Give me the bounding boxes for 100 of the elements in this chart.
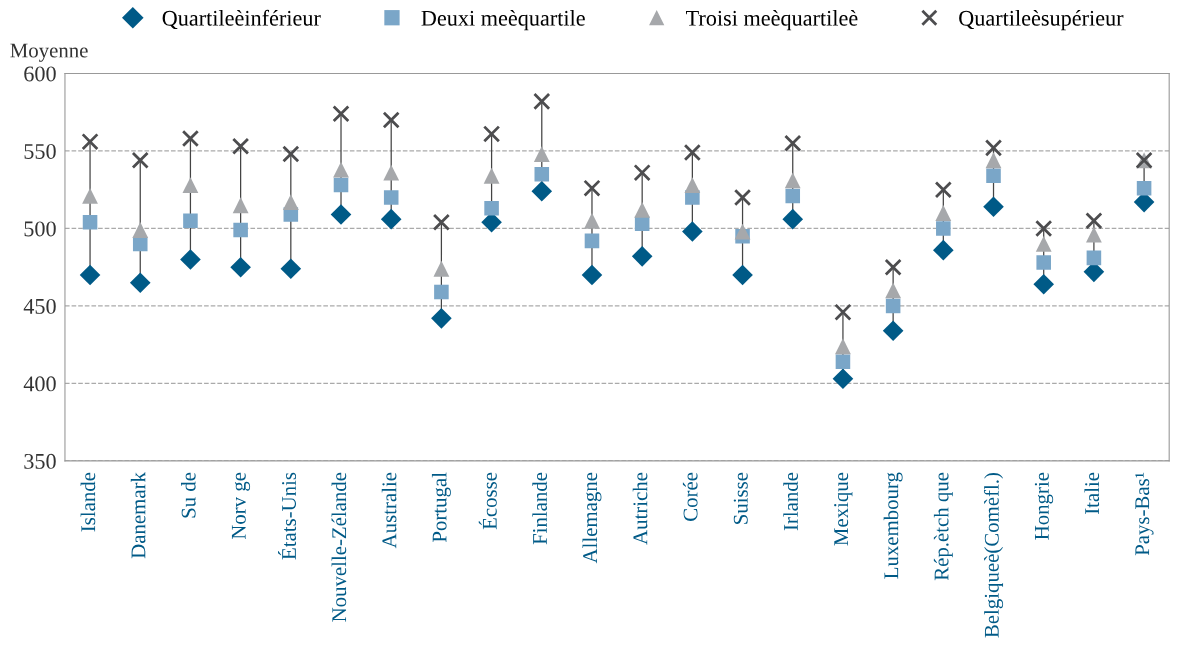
x-tick-label: Allemagne <box>582 472 602 564</box>
point <box>784 134 802 152</box>
x-tick-label: Autriche <box>632 472 648 545</box>
x-tick-label: Italie <box>1084 472 1100 515</box>
x-tick-label: Rép.ètch que <box>933 472 953 581</box>
point <box>882 320 904 342</box>
point <box>933 239 954 261</box>
point <box>1036 255 1051 270</box>
point <box>181 129 200 148</box>
point <box>584 212 600 229</box>
y-tick-label: 400 <box>23 376 56 392</box>
point <box>581 264 603 286</box>
point <box>332 105 350 123</box>
point <box>682 221 703 242</box>
point <box>383 190 399 205</box>
legend-label: Quartileèsupérieur <box>959 10 1124 31</box>
y-tick-label: 450 <box>23 298 56 314</box>
point <box>182 177 199 193</box>
point <box>834 303 852 321</box>
point <box>233 222 248 238</box>
point <box>885 298 901 314</box>
point <box>985 152 1002 169</box>
point <box>1033 273 1055 295</box>
point <box>884 258 902 276</box>
point <box>132 236 148 252</box>
point <box>986 168 1001 184</box>
point <box>984 139 1003 157</box>
legend-label: Quartileèinférieur <box>162 9 321 30</box>
point <box>936 221 951 236</box>
point <box>79 264 101 286</box>
point <box>282 194 299 211</box>
point <box>732 264 753 286</box>
point <box>1085 226 1102 243</box>
x-tick-label: Islande <box>80 472 96 532</box>
point <box>81 133 99 151</box>
legend-label: Troisi meèquartileè <box>686 10 858 31</box>
point <box>230 256 251 278</box>
x-tick-label: Corée <box>682 472 698 521</box>
point <box>483 167 500 184</box>
y-tick-label: 550 <box>24 143 56 159</box>
point <box>280 258 302 280</box>
point <box>734 223 751 240</box>
point <box>131 151 149 169</box>
point <box>683 143 702 162</box>
point <box>1085 212 1103 230</box>
x-tick-label: Norv ge <box>231 472 251 540</box>
point <box>432 213 451 231</box>
point <box>631 246 653 267</box>
point <box>835 338 851 355</box>
x-tick-label: Mexique <box>834 472 853 546</box>
point <box>634 201 651 218</box>
point <box>782 208 804 230</box>
legend-label: Deuxi meèquartile <box>421 10 585 31</box>
point <box>1035 236 1052 252</box>
x-tick-label: Danemark <box>130 472 146 559</box>
point <box>983 196 1004 218</box>
point <box>484 201 499 216</box>
point <box>231 137 250 155</box>
x-tick-label: Irlande <box>783 472 798 531</box>
point <box>380 208 402 230</box>
point <box>633 163 651 182</box>
point <box>935 205 952 221</box>
point <box>382 111 400 129</box>
x-tick-label: Suisse <box>733 472 748 524</box>
point <box>1035 219 1053 238</box>
x-tick-label: Luxembourg <box>883 472 903 579</box>
point <box>533 146 550 162</box>
point <box>383 164 400 181</box>
point <box>431 308 452 329</box>
x-tick-label: Portugal <box>431 472 451 543</box>
x-tick-label: Nouvelle-Zélande <box>331 472 347 622</box>
point <box>533 92 551 111</box>
point <box>433 260 450 277</box>
point <box>531 180 553 202</box>
point <box>584 233 600 249</box>
x-tick-label: Finlande <box>532 472 547 545</box>
point <box>333 161 349 178</box>
point <box>282 145 300 163</box>
point <box>129 272 151 293</box>
point <box>583 179 601 197</box>
point <box>434 284 449 300</box>
point <box>330 204 352 225</box>
y-tick-label: 500 <box>24 221 56 237</box>
x-tick-label: Hongrie <box>1034 472 1054 540</box>
point <box>684 177 701 193</box>
point <box>534 166 550 182</box>
point <box>733 188 752 207</box>
y-tick-label: 600 <box>24 66 56 82</box>
point <box>232 197 249 214</box>
x-tick-label: Australie <box>381 472 397 549</box>
x-tick-label: Su de <box>180 472 196 518</box>
point <box>333 177 349 193</box>
point <box>835 354 851 370</box>
point <box>1136 180 1152 196</box>
x-tick-label: Belgiqueè(Comèfl.) <box>983 472 1004 638</box>
y-axis-title: Moyenne <box>10 43 88 62</box>
point <box>1086 250 1102 266</box>
point <box>183 213 198 228</box>
point <box>82 214 98 230</box>
point <box>82 187 98 204</box>
